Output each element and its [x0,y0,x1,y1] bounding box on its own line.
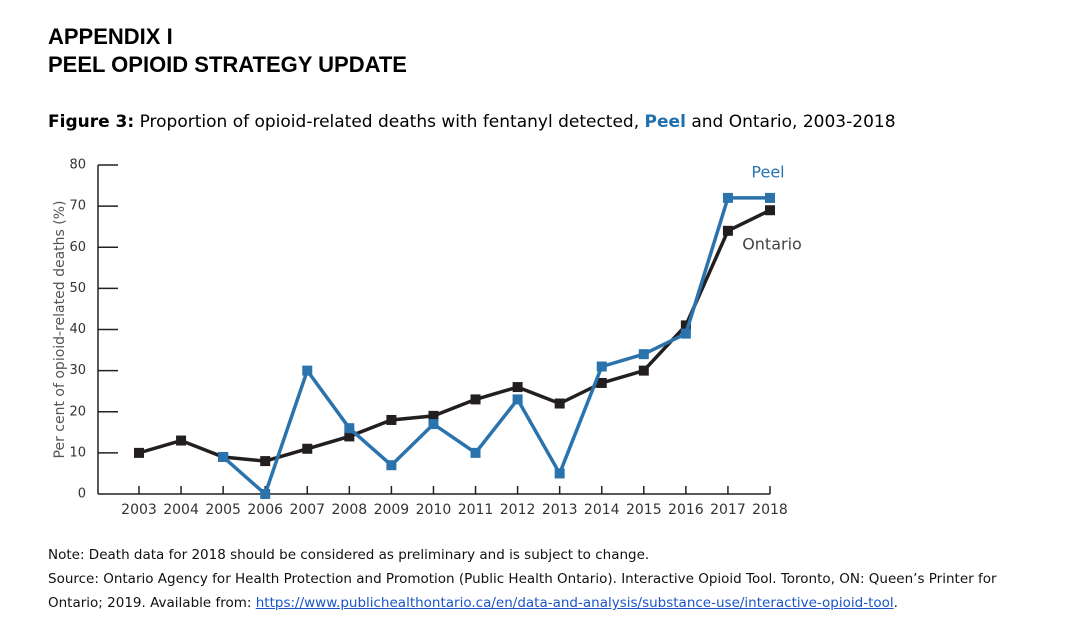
y-tick-label: 60 [69,240,86,255]
point-marker [386,460,397,471]
point-marker [512,382,523,393]
y-tick-label: 0 [78,487,86,502]
title-peel: Peel [644,112,686,132]
point-marker [386,414,397,425]
y-tick-label: 70 [69,199,86,214]
source-line-1: Source: Ontario Agency for Health Protec… [48,571,997,587]
series-label: Peel [751,163,784,182]
point-marker [428,410,439,421]
x-tick-label: 2007 [289,502,325,518]
point-marker [554,468,565,479]
x-tick-label: 2006 [247,502,283,518]
x-tick-label: 2012 [500,502,536,518]
x-tick-label: 2009 [374,502,410,518]
figure-title: Figure 3: Proportion of opioid-related d… [48,112,896,132]
note: Note: Death data for 2018 should be cons… [48,547,650,563]
point-marker [470,447,481,458]
point-marker [765,205,775,216]
point-marker [134,447,144,458]
point-marker [302,443,313,454]
point-marker [680,320,691,331]
x-tick-label: 2010 [416,502,452,518]
x-tick-label: 2003 [121,502,157,518]
point-marker [680,328,691,339]
point-marker [722,225,733,236]
x-tick-label: 2016 [668,502,704,518]
source-link[interactable]: https://www.publichealthontario.ca/en/da… [255,595,894,611]
source-end: . [893,595,898,611]
point-marker [176,435,187,446]
y-tick-label: 80 [69,158,86,173]
point-marker [470,394,481,405]
source-text: Ontario; 2019. Available from: [48,595,252,611]
point-marker [218,451,229,462]
heading-line-1: APPENDIX I [48,24,173,49]
point-marker [512,394,523,405]
point-marker [344,423,355,434]
y-axis-label: Per cent of opioid-related deaths (%) [52,201,68,459]
point-marker [344,431,355,442]
point-marker [428,419,439,430]
point-marker [260,456,271,467]
y-tick-label: 30 [69,363,86,378]
x-tick-label: 2008 [332,502,368,518]
x-tick-label: 2005 [205,502,241,518]
point-marker [765,192,775,203]
point-marker [302,365,313,376]
y-tick-label: 50 [69,281,86,296]
x-tick-label: 2014 [584,502,620,518]
title-text-end: and Ontario, 2003-2018 [691,112,896,132]
series-line [138,208,771,463]
point-marker [260,489,271,499]
point-marker [596,377,607,388]
heading-line-2: PEEL OPIOID STRATEGY UPDATE [48,52,407,77]
x-tick-label: 2017 [710,502,746,518]
point-marker [638,365,649,376]
x-tick-label: 2018 [752,502,788,518]
title-text: Proportion of opioid-related deaths with… [139,112,640,132]
figure-label: Figure 3: [48,112,135,132]
x-tick-label: 2004 [163,502,199,518]
y-tick-label: 20 [69,404,86,419]
point-marker [596,361,607,372]
point-marker [554,398,565,409]
x-tick-label: 2011 [458,502,494,518]
y-tick-label: 10 [69,445,86,460]
x-tick-label: 2015 [626,502,662,518]
y-tick-label: 40 [69,322,86,337]
series-line [221,196,770,498]
point-marker [638,349,649,360]
series-label: Ontario [742,235,802,254]
x-tick-label: 2013 [542,502,578,518]
point-marker [722,192,733,203]
source-line-2: Ontario; 2019. Available from: https://w… [48,595,898,611]
